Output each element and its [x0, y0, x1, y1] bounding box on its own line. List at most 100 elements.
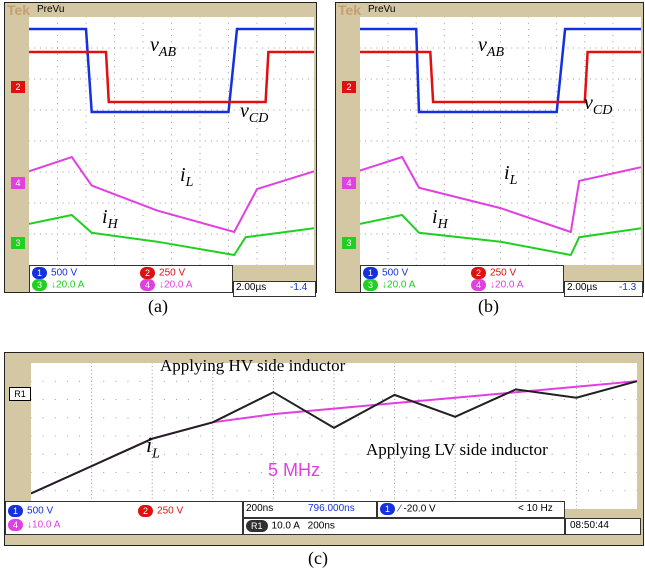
grid-dot	[256, 171, 258, 173]
grid-dot	[296, 78, 298, 80]
grid-dot	[454, 486, 456, 488]
grid-dot	[500, 103, 501, 105]
grid-dot	[394, 417, 396, 419]
mode-label: PreVu	[37, 4, 65, 15]
ch3-scale: 20.0 A	[56, 279, 85, 291]
grid-dot	[584, 66, 586, 68]
grid-dot	[556, 183, 558, 185]
grid-dot	[503, 380, 505, 382]
grid-dot	[394, 464, 396, 466]
grid-dot	[151, 450, 153, 452]
grid-dot	[365, 140, 367, 142]
grid-dot	[228, 196, 229, 198]
grid-dot	[34, 140, 36, 142]
grid-dot	[387, 202, 389, 204]
grid-dot	[272, 435, 274, 437]
grid-dot	[415, 165, 417, 167]
grid-dot	[256, 252, 258, 254]
grid-dot	[533, 171, 535, 173]
grid-dot	[393, 78, 395, 80]
grid-dot	[212, 399, 214, 400]
grid-dot	[443, 72, 445, 74]
grid-dot	[285, 202, 286, 204]
grid-dot	[394, 457, 396, 459]
grid-dot	[171, 171, 172, 173]
grid-dot	[500, 90, 501, 92]
grid-dot	[228, 258, 229, 260]
grid-dot	[153, 109, 155, 111]
grid-dot	[477, 171, 479, 173]
grid-dot	[500, 196, 501, 198]
grid-dot	[114, 128, 115, 130]
grid-dot	[575, 439, 577, 441]
grid-dot	[236, 472, 238, 473]
grid-dot	[188, 435, 190, 437]
grid-dot	[57, 214, 58, 216]
grid-dot	[471, 190, 473, 192]
grid-dot	[454, 380, 456, 382]
grid-dot	[432, 140, 434, 142]
grid-dot	[39, 140, 41, 142]
grid-dot	[91, 439, 93, 441]
grid-dot	[210, 78, 212, 80]
grid-dot	[575, 435, 577, 437]
grid-dot	[345, 435, 347, 437]
grid-dot	[188, 472, 190, 473]
grid-dot	[248, 399, 250, 400]
grid-dot	[127, 490, 129, 492]
grid-dot	[151, 391, 153, 393]
grid-dot	[171, 22, 172, 24]
grid-dot	[575, 384, 577, 386]
grid-dot	[471, 59, 473, 61]
grid-dot	[528, 121, 530, 123]
grid-dot	[222, 78, 224, 80]
grid-dot	[222, 109, 224, 111]
grid-dot	[224, 490, 226, 492]
grid-dot	[321, 453, 323, 455]
grid-dot	[454, 490, 456, 492]
grid-dot	[483, 47, 485, 49]
grid-dot	[188, 171, 190, 173]
grid-dot	[550, 78, 552, 80]
grid-dot	[556, 53, 558, 55]
grid-dot	[290, 233, 292, 235]
grid-dot	[212, 428, 214, 430]
grid-dot	[483, 233, 485, 235]
grid-dot	[359, 140, 361, 142]
ch4-scale: 20.0 A	[495, 279, 524, 291]
grid-dot	[365, 47, 367, 49]
grid-dot	[421, 109, 423, 111]
grid-dot	[199, 146, 201, 148]
grid-dot	[165, 109, 167, 111]
grid-dot	[556, 190, 558, 192]
grid-dot	[556, 35, 558, 37]
grid-dot	[624, 472, 626, 473]
grid-dot	[426, 171, 428, 173]
grid-dot	[199, 171, 201, 173]
grid-dot	[443, 134, 445, 136]
grid-dot	[394, 428, 396, 430]
grid-dot	[85, 140, 87, 142]
grid-dot	[142, 177, 144, 179]
grid-dot	[222, 171, 224, 173]
grid-dot	[68, 78, 70, 80]
grid-dot	[212, 384, 214, 386]
grid-dot	[471, 53, 473, 55]
grid-dot	[578, 78, 580, 80]
grid-dot	[575, 420, 577, 422]
grid-dot	[556, 128, 558, 130]
grid-dot	[528, 208, 530, 210]
grid-dot	[584, 202, 586, 204]
grid-dot	[359, 47, 361, 49]
grid-dot	[296, 47, 298, 49]
grid-dot	[612, 41, 614, 43]
grid-dot	[34, 109, 36, 111]
grid-dot	[171, 227, 172, 229]
grid-dot	[539, 171, 541, 173]
grid-dot	[233, 233, 235, 235]
grid-dot	[443, 245, 445, 247]
grid-dot	[199, 53, 201, 55]
grid-dot	[612, 66, 614, 68]
grid-dot	[528, 140, 530, 142]
grid-dot	[500, 233, 501, 235]
